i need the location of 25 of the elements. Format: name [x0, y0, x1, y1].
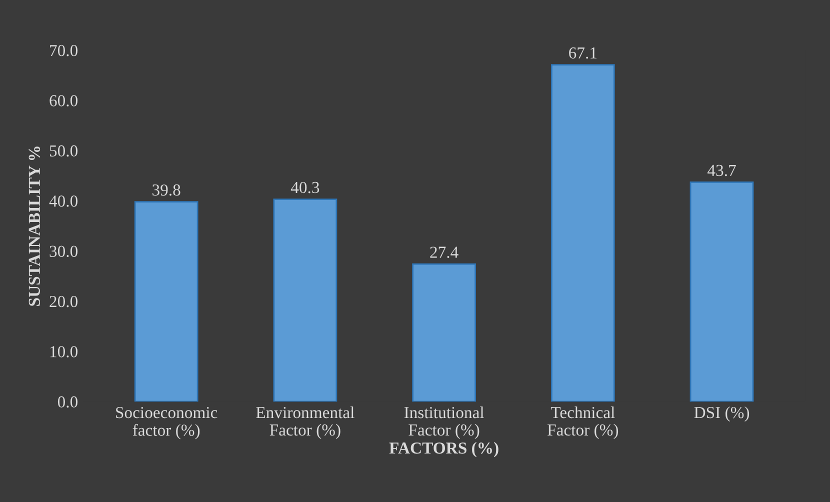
bar — [273, 198, 338, 402]
y-tick-label: 50.0 — [50, 145, 78, 157]
x-tick-label: DSI (%) — [694, 406, 750, 422]
bar — [550, 64, 615, 402]
data-label: 27.4 — [430, 246, 458, 258]
y-tick-label: 10.0 — [50, 346, 78, 358]
y-tick-label: 60.0 — [50, 95, 78, 106]
bar — [690, 182, 754, 402]
x-tick-label: Institutional Factor (%) — [404, 406, 484, 440]
data-label: 39.8 — [152, 184, 180, 196]
y-tick-label: 20.0 — [50, 296, 78, 308]
bar — [412, 263, 476, 402]
y-tick-label: 30.0 — [50, 246, 78, 258]
data-label: 40.3 — [290, 182, 320, 194]
x-tick-label: Socioeconomic factor (%) — [116, 406, 218, 440]
data-label: 67.1 — [569, 47, 596, 59]
x-tick-label: Technical Factor (%) — [548, 406, 618, 440]
x-tick-label: Environmental Factor (%) — [256, 406, 354, 440]
bar — [134, 201, 198, 402]
y-axis-title: SUSTAINABILITY % — [28, 146, 40, 306]
y-tick-label: 40.0 — [49, 196, 78, 207]
x-axis-title: FACTORS (%) — [389, 442, 498, 458]
data-label: 43.7 — [708, 164, 736, 176]
y-tick-label: 70.0 — [50, 44, 78, 56]
y-tick-label: 0.0 — [58, 396, 78, 408]
